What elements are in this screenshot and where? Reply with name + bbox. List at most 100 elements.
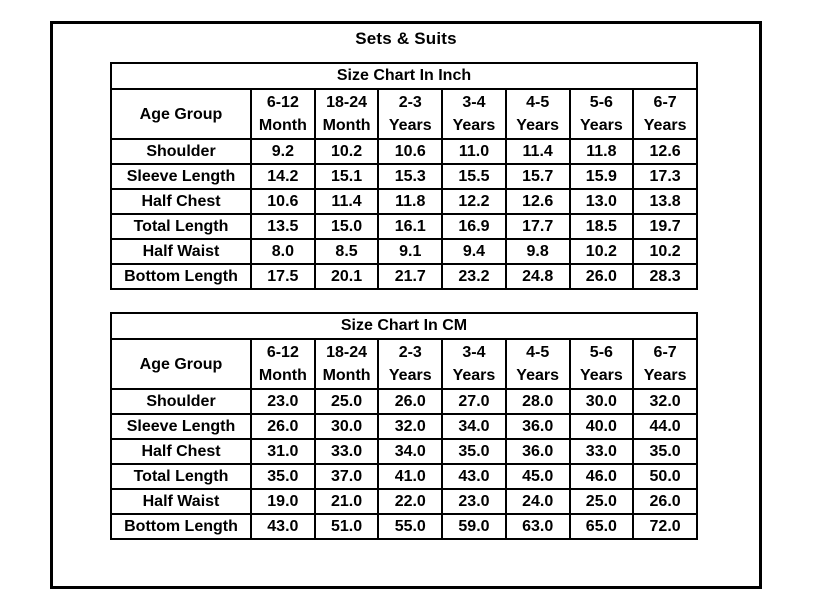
measurement-value: 65.0: [568, 513, 635, 540]
measurement-value: 28.3: [632, 263, 698, 290]
measurement-value: 15.9: [568, 163, 635, 190]
measurement-row: Bottom Length 43.0 51.0 55.0 59.0 63.0 65.0 72.…: [110, 513, 698, 540]
age-range: 6-12: [266, 94, 299, 111]
age-range: 6-7: [653, 94, 677, 111]
measurement-value: 8.0: [250, 238, 316, 265]
measurement-value: 8.5: [313, 238, 380, 265]
age-column-header: 18-24 Month: [313, 88, 380, 140]
age-column-header: 6-7 Years: [632, 338, 698, 390]
measurement-value: 13.8: [632, 188, 698, 215]
measurement-label: Shoulder: [110, 138, 252, 165]
age-range: 5-6: [589, 344, 613, 361]
measurement-value: 11.4: [313, 188, 380, 215]
age-column-header: 4-5 Years: [504, 338, 571, 390]
measurement-value: 15.0: [313, 213, 380, 240]
measurement-value: 17.7: [504, 213, 571, 240]
measurement-value: 26.0: [632, 488, 698, 515]
measurement-value: 30.0: [313, 413, 380, 440]
column-header-row: Age Group 6-12 Month 18-24 Month 2-3 Years 3-4…: [110, 88, 698, 140]
age-range: 5-6: [589, 94, 613, 111]
measurement-row: Sleeve Length 14.2 15.1 15.3 15.5 15.7 15.9 17.…: [110, 163, 698, 190]
age-range: 4-5: [526, 94, 550, 111]
measurement-value: 26.0: [250, 413, 316, 440]
measurement-value: 45.0: [504, 463, 571, 490]
age-range: 4-5: [526, 344, 550, 361]
age-unit: Month: [322, 367, 371, 384]
measurement-value: 9.8: [504, 238, 571, 265]
age-unit: Month: [258, 367, 307, 384]
age-column-header: 3-4 Years: [441, 88, 507, 140]
age-column-header: 6-12 Month: [250, 338, 316, 390]
measurement-row: Half Chest 31.0 33.0 34.0 35.0 36.0 33.0 35.0: [110, 438, 698, 465]
age-column-header: 6-12 Month: [250, 88, 316, 140]
measurement-value: 15.5: [441, 163, 507, 190]
measurement-row: Half Waist 19.0 21.0 22.0 23.0 24.0 25.0 26.0: [110, 488, 698, 515]
measurement-label: Half Waist: [110, 238, 252, 265]
age-group-header: Age Group: [110, 88, 252, 140]
age-range: 2-3: [398, 344, 422, 361]
measurement-value: 55.0: [377, 513, 444, 540]
measurement-value: 10.2: [313, 138, 380, 165]
measurement-value: 10.2: [568, 238, 635, 265]
measurement-value: 63.0: [504, 513, 571, 540]
measurement-value: 27.0: [441, 388, 507, 415]
page-title: Sets & Suits: [355, 29, 457, 48]
measurement-value: 36.0: [504, 413, 571, 440]
age-range: 18-24: [326, 344, 368, 361]
measurement-value: 21.0: [313, 488, 380, 515]
measurement-value: 43.0: [250, 513, 316, 540]
measurement-value: 15.3: [377, 163, 444, 190]
measurement-value: 33.0: [568, 438, 635, 465]
measurement-value: 11.4: [504, 138, 571, 165]
measurement-label: Sleeve Length: [110, 413, 252, 440]
age-column-header: 4-5 Years: [504, 88, 571, 140]
size-chart-inch-table: Size Chart In Inch Age Group 6-12 Month 18…: [110, 62, 698, 290]
measurement-value: 9.4: [441, 238, 507, 265]
measurement-value: 24.0: [504, 488, 571, 515]
measurement-row: Total Length 35.0 37.0 41.0 43.0 45.0 46.0 50.0: [110, 463, 698, 490]
measurement-label: Shoulder: [110, 388, 252, 415]
measurement-value: 9.1: [377, 238, 444, 265]
measurement-value: 33.0: [313, 438, 380, 465]
measurement-value: 18.5: [568, 213, 635, 240]
measurement-value: 15.1: [313, 163, 380, 190]
measurement-value: 10.2: [632, 238, 698, 265]
age-unit: Years: [388, 367, 432, 384]
measurement-value: 23.0: [250, 388, 316, 415]
measurement-value: 35.0: [441, 438, 507, 465]
age-column-header: 18-24 Month: [313, 338, 380, 390]
size-chart-cm-table: Size Chart In CM Age Group 6-12 Month 18-2…: [110, 312, 698, 540]
age-range: 3-4: [462, 344, 486, 361]
measurement-value: 35.0: [250, 463, 316, 490]
age-column-header: 3-4 Years: [441, 338, 507, 390]
age-unit: Years: [516, 117, 560, 134]
measurement-value: 28.0: [504, 388, 571, 415]
measurement-row: Total Length 13.5 15.0 16.1 16.9 17.7 18.5 19.7: [110, 213, 698, 240]
measurement-value: 37.0: [313, 463, 380, 490]
measurement-label: Total Length: [110, 213, 252, 240]
measurement-value: 50.0: [632, 463, 698, 490]
measurement-value: 15.7: [504, 163, 571, 190]
measurement-value: 11.0: [441, 138, 507, 165]
table-title: Size Chart In CM: [110, 312, 698, 340]
age-column-header: 2-3 Years: [377, 338, 444, 390]
age-unit: Years: [388, 117, 432, 134]
measurement-row: Half Chest 10.6 11.4 11.8 12.2 12.6 13.0 13.8: [110, 188, 698, 215]
age-range: 6-12: [266, 344, 299, 361]
age-unit: Month: [258, 117, 307, 134]
measurement-value: 72.0: [632, 513, 698, 540]
measurement-value: 25.0: [313, 388, 380, 415]
age-column-header: 6-7 Years: [632, 88, 698, 140]
measurement-value: 35.0: [632, 438, 698, 465]
measurement-value: 24.8: [504, 263, 571, 290]
measurement-value: 34.0: [441, 413, 507, 440]
measurement-row: Shoulder 9.2 10.2 10.6 11.0 11.4 11.8 12.6: [110, 138, 698, 165]
measurement-value: 44.0: [632, 413, 698, 440]
measurement-label: Half Waist: [110, 488, 252, 515]
age-range: 18-24: [326, 94, 368, 111]
age-unit: Years: [643, 367, 687, 384]
measurement-value: 36.0: [504, 438, 571, 465]
measurement-value: 12.6: [504, 188, 571, 215]
measurement-value: 31.0: [250, 438, 316, 465]
